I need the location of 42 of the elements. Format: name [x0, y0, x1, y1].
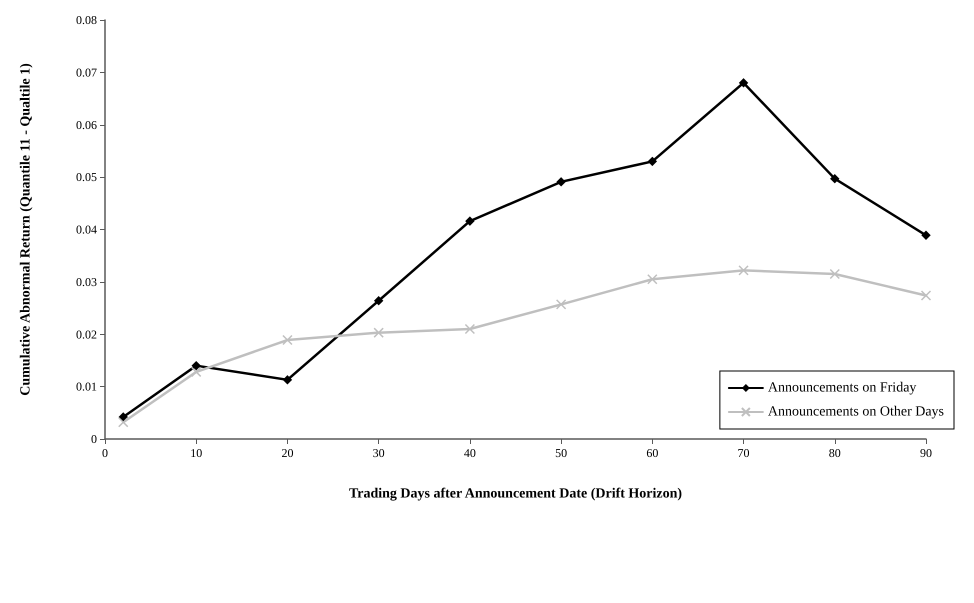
- point: [922, 230, 930, 240]
- point: [192, 361, 201, 370]
- point: [830, 268, 840, 280]
- y-tick-label: 0.07: [76, 65, 97, 80]
- point: [739, 78, 748, 88]
- y-tick-label: 0.04: [76, 222, 97, 236]
- y-tick-label: 0.06: [76, 118, 97, 132]
- y-axis-title: Cumulative Abnormal Return (Quantile 11 - Qualtile 1): [18, 62, 34, 396]
- point: [118, 416, 128, 428]
- point: [920, 290, 932, 301]
- x-tick-label: 0: [102, 446, 108, 460]
- x-tick-label: 90: [920, 446, 932, 460]
- y-tick-label: 0.03: [76, 274, 97, 289]
- x-tick-label: 50: [555, 446, 568, 460]
- point: [282, 334, 293, 346]
- x-tick-label: 20: [281, 446, 294, 460]
- x-tick-label: 10: [190, 446, 202, 460]
- point: [648, 156, 657, 166]
- x-tick-label: 80: [828, 446, 841, 460]
- point: [465, 216, 474, 226]
- point: [374, 296, 384, 306]
- y-tick-label: 0.08: [76, 13, 97, 27]
- point: [190, 366, 202, 378]
- point: [556, 299, 566, 310]
- x-tick-label: 40: [464, 446, 476, 460]
- x-tick-label: 70: [738, 446, 750, 460]
- x-axis-title: Trading Days after Announcement Date (Drift Horizon): [348, 486, 682, 502]
- y-tick-label: 0.01: [76, 380, 97, 394]
- y-tick-label: 0.05: [76, 170, 97, 184]
- legend-label: Announcements on Other Days: [768, 404, 944, 420]
- y-tick-label: 0: [91, 432, 97, 446]
- y-tick-label: 0.02: [76, 327, 97, 342]
- point: [647, 274, 658, 285]
- point: [282, 375, 292, 384]
- point: [373, 327, 384, 338]
- point: [464, 324, 476, 334]
- point: [830, 174, 840, 184]
- legend-label: Announcements on Friday: [768, 380, 916, 396]
- point: [556, 177, 566, 186]
- point: [738, 265, 749, 276]
- x-tick-label: 60: [646, 446, 658, 460]
- x-tick-label: 30: [372, 446, 385, 460]
